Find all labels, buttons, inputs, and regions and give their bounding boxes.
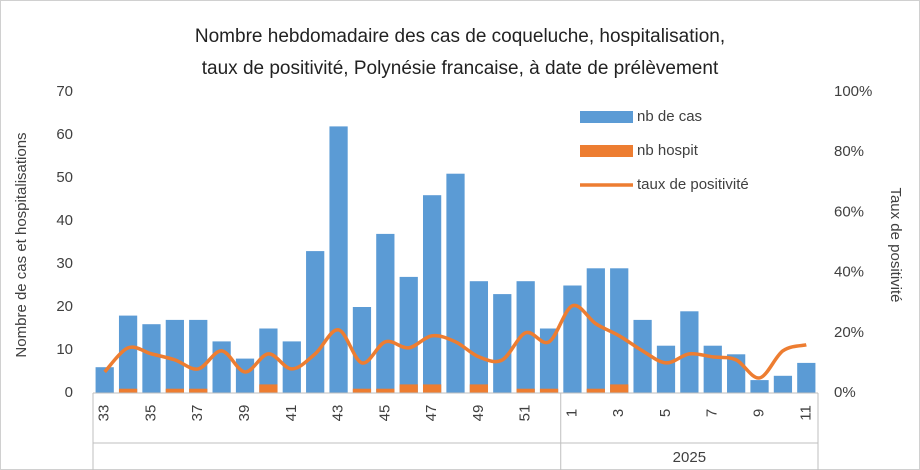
bar — [259, 384, 278, 393]
x-tick-label: 1 — [563, 409, 580, 417]
bar — [797, 362, 816, 393]
bar — [165, 388, 184, 393]
bar — [399, 384, 418, 393]
bar — [610, 268, 629, 393]
bar — [95, 367, 114, 393]
y2-tick-label: 20% — [834, 324, 864, 341]
bar — [586, 268, 605, 393]
bar — [703, 345, 722, 393]
bar — [563, 285, 582, 393]
x-tick-label: 39 — [236, 405, 253, 422]
x-tick-label: 43 — [330, 405, 347, 422]
bar — [376, 233, 395, 393]
y2-tick-label: 0% — [834, 384, 856, 401]
bar — [118, 388, 138, 393]
y-tick-label: 20 — [56, 298, 73, 315]
x-tick-label: 7 — [704, 409, 721, 417]
y-tick-label: 70 — [56, 83, 73, 100]
y-tick-label: 0 — [65, 384, 73, 401]
bar — [422, 384, 442, 393]
bar — [422, 195, 442, 393]
chart-title: Nombre hebdomadaire des cas de coqueluch… — [195, 26, 725, 47]
bar — [469, 281, 489, 393]
y2-tick-label: 80% — [834, 143, 864, 160]
y2-tick-label: 100% — [834, 83, 872, 100]
bar — [165, 319, 184, 393]
legend-label: nb de cas — [637, 108, 702, 125]
chart-title: taux de positivité, Polynésie francaise,… — [202, 58, 719, 79]
x-tick-label: 47 — [423, 405, 440, 422]
bar — [118, 315, 138, 393]
x-tick-label: 51 — [517, 405, 534, 422]
bar — [656, 345, 676, 393]
bar — [399, 276, 418, 393]
y-tick-label: 60 — [56, 126, 73, 143]
x-tick-label: 35 — [142, 405, 159, 422]
y-tick-label: 50 — [56, 169, 73, 186]
y-tick-label: 10 — [56, 341, 73, 358]
bar — [306, 251, 325, 393]
legend-label: taux de positivité — [637, 176, 749, 193]
legend-swatch — [580, 145, 633, 157]
legend-label: nb hospit — [637, 142, 699, 159]
x-tick-label: 5 — [657, 409, 674, 417]
bar — [189, 388, 208, 393]
y-tick-label: 30 — [56, 255, 73, 272]
x-tick-label: 37 — [189, 405, 206, 422]
bar — [773, 375, 793, 393]
bar — [329, 126, 348, 394]
y2-axis-label: Taux de positivité — [887, 187, 904, 302]
bar — [493, 294, 512, 393]
bar — [352, 307, 372, 393]
x-tick-label: 11 — [797, 405, 814, 421]
bar — [633, 319, 652, 393]
x-tick-label: 45 — [376, 405, 393, 422]
bar — [142, 324, 161, 393]
x-tick-label: 33 — [96, 405, 113, 422]
bar — [610, 384, 629, 393]
bar — [469, 384, 489, 393]
legend-swatch — [580, 111, 633, 123]
bar — [539, 328, 559, 393]
x-tick-label: 3 — [610, 409, 627, 417]
bar — [352, 388, 372, 393]
bar — [516, 388, 535, 393]
y-axis-label: Nombre de cas et hospitalisations — [13, 132, 30, 357]
bar — [539, 388, 559, 393]
y-tick-label: 40 — [56, 212, 73, 229]
bar — [750, 380, 769, 393]
bar — [189, 319, 208, 393]
line — [103, 303, 807, 380]
bar — [586, 388, 605, 393]
bar — [446, 173, 465, 393]
y2-tick-label: 40% — [834, 264, 864, 281]
x-tick-label: 41 — [283, 405, 300, 422]
bar — [259, 328, 278, 393]
y2-tick-label: 60% — [834, 203, 864, 220]
bar — [235, 358, 255, 393]
bar — [376, 388, 395, 393]
group-label: 2025 — [673, 449, 706, 466]
x-tick-label: 9 — [751, 409, 768, 417]
bar — [516, 281, 535, 393]
x-tick-label: 49 — [470, 405, 487, 422]
